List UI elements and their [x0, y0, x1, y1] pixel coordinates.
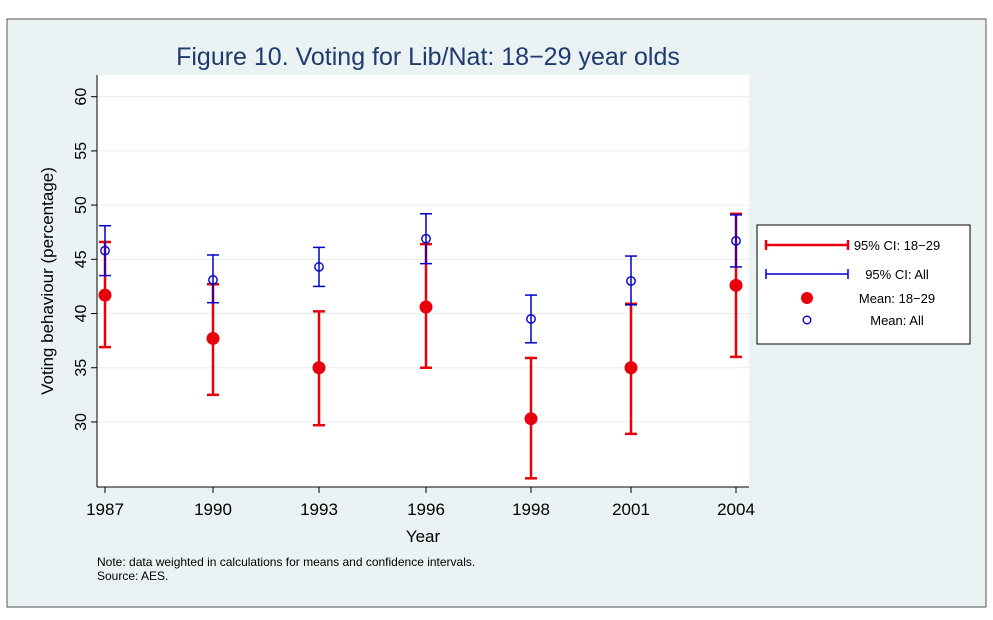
grid-lines	[97, 96, 749, 423]
legend-mean-dot	[801, 292, 813, 304]
mean-18-29-point	[312, 361, 326, 375]
mean-all-point	[421, 233, 431, 244]
mean-all-point	[526, 314, 536, 324]
y-tick-label: 60	[73, 88, 90, 106]
axes: 30 35 40 45 50 55 60 1987 1990 1993 1996 1998 2001 20…	[73, 75, 755, 519]
mean-all-point	[208, 275, 218, 285]
ci-all	[625, 255, 637, 306]
y-tick-label: 35	[73, 359, 90, 377]
legend-item: Mean: 18−29	[801, 291, 935, 306]
mean-all-point	[314, 262, 324, 272]
legend-label: Mean: 18−29	[859, 291, 935, 306]
mean-18-29-point	[524, 412, 538, 426]
legend: 95% CI: 18−29 95% CI: All Mean: 18−29 Mean:…	[756, 224, 971, 345]
y-axis-label: Voting behaviour (percentage)	[38, 167, 57, 395]
mean-18-29-point	[419, 300, 433, 314]
ci-all	[99, 224, 111, 277]
plot-area	[97, 75, 749, 487]
y-tick-label: 40	[73, 305, 90, 323]
ci-all	[420, 213, 432, 265]
x-tick-label: 1996	[407, 500, 445, 519]
x-tick-label: 1987	[86, 500, 124, 519]
legend-label: Mean: All	[870, 313, 924, 328]
y-tick-label: 55	[73, 142, 90, 160]
ci-all	[207, 254, 219, 304]
ci-all	[525, 294, 537, 344]
x-tick-label: 2001	[612, 500, 650, 519]
mean-18-29-point	[624, 361, 638, 375]
x-tick-label: 1998	[512, 500, 550, 519]
y-tick-label: 30	[73, 413, 90, 431]
mean-all-point	[626, 276, 636, 286]
legend-label: 95% CI: All	[865, 267, 929, 282]
legend-item: Mean: All	[802, 313, 924, 328]
y-tick-label: 50	[73, 196, 90, 214]
source-text: Source: AES.	[97, 569, 168, 583]
x-tick-label: 1990	[194, 500, 232, 519]
ci-all	[730, 214, 742, 268]
x-tick-label: 2004	[717, 500, 755, 519]
mean-all-point	[100, 245, 110, 256]
x-axis-label: Year	[406, 527, 441, 546]
legend-item: 95% CI: 18−29	[764, 238, 940, 253]
mean-18-29-point	[206, 331, 220, 345]
legend-mean-circle	[802, 315, 812, 325]
note-text: Note: data weighted in calculations for …	[97, 555, 475, 569]
y-tick-label: 45	[73, 250, 90, 268]
chart-marks	[98, 212, 743, 480]
legend-label: 95% CI: 18−29	[854, 238, 940, 253]
chart-title: Figure 10. Voting for Lib/Nat: 18−29 yea…	[176, 43, 680, 71]
legend-item: 95% CI: All	[765, 267, 929, 282]
x-tick-label: 1993	[300, 500, 338, 519]
mean-18-29-point	[729, 278, 743, 292]
ci-all	[313, 246, 325, 288]
mean-all-point	[731, 235, 741, 246]
mean-18-29-point	[98, 288, 112, 302]
